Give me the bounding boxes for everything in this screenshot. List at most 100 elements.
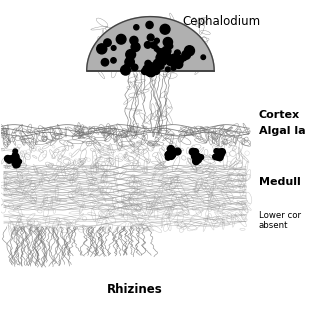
Circle shape [219,148,225,155]
Circle shape [216,154,223,161]
Circle shape [4,156,11,162]
Circle shape [165,67,170,72]
Circle shape [175,60,183,68]
Text: Cortex: Cortex [259,110,300,120]
Circle shape [130,36,138,44]
Circle shape [141,68,148,75]
Circle shape [6,157,12,163]
Polygon shape [87,17,214,71]
Circle shape [149,68,156,75]
Circle shape [145,67,155,76]
Text: Rhizines: Rhizines [107,283,162,296]
Circle shape [157,49,163,54]
Circle shape [165,151,172,157]
Text: Cephalodium: Cephalodium [182,15,260,28]
Circle shape [145,60,151,67]
Circle shape [7,156,12,161]
Circle shape [176,56,184,63]
Circle shape [195,156,201,163]
Circle shape [147,68,156,77]
Circle shape [143,66,148,71]
Circle shape [159,49,164,54]
Circle shape [171,65,176,70]
Circle shape [111,58,116,63]
Circle shape [192,151,196,155]
Circle shape [124,64,130,71]
Circle shape [182,51,191,59]
Circle shape [154,38,159,43]
Text: Lower cor
absent: Lower cor absent [259,211,301,230]
Circle shape [154,67,159,72]
Circle shape [174,50,180,56]
Circle shape [168,152,175,159]
Circle shape [111,46,116,50]
Circle shape [153,59,163,68]
Circle shape [121,65,130,75]
Circle shape [160,24,170,34]
Circle shape [168,44,173,49]
Circle shape [104,39,111,46]
Circle shape [11,157,15,162]
Circle shape [163,53,172,62]
Circle shape [146,66,155,75]
Circle shape [17,159,21,164]
Circle shape [15,162,20,167]
Circle shape [170,54,180,64]
Circle shape [162,46,171,55]
Circle shape [163,37,172,47]
Circle shape [97,44,107,54]
Circle shape [145,63,152,70]
Circle shape [125,57,134,67]
Circle shape [169,151,176,158]
Circle shape [161,60,166,65]
Circle shape [192,154,199,161]
Circle shape [191,153,198,160]
Circle shape [214,149,219,154]
Circle shape [216,149,223,156]
Circle shape [12,160,18,166]
Circle shape [214,154,220,160]
Circle shape [165,155,171,160]
Circle shape [101,59,109,66]
Circle shape [150,42,157,48]
Circle shape [201,55,205,60]
Circle shape [166,58,175,66]
Circle shape [153,62,161,70]
Circle shape [14,157,20,163]
Circle shape [158,63,164,69]
Circle shape [153,68,160,74]
Circle shape [192,149,198,155]
Circle shape [131,43,140,52]
Circle shape [213,154,218,160]
Circle shape [185,47,191,52]
Circle shape [193,158,199,165]
Circle shape [8,156,14,162]
Circle shape [152,68,159,75]
Circle shape [174,148,181,155]
Circle shape [134,25,139,30]
Circle shape [126,50,136,60]
Circle shape [144,42,151,48]
Circle shape [10,156,15,160]
Circle shape [189,148,196,155]
Circle shape [218,151,224,157]
Circle shape [116,34,126,44]
Circle shape [199,155,204,160]
Circle shape [146,21,153,28]
Circle shape [131,64,138,71]
Circle shape [12,153,19,160]
Circle shape [14,158,21,165]
Circle shape [162,49,169,56]
Circle shape [156,53,166,63]
Circle shape [165,152,170,157]
Circle shape [182,56,187,60]
Circle shape [13,163,18,168]
Circle shape [147,34,154,41]
Circle shape [154,46,159,51]
Circle shape [166,152,173,158]
Circle shape [167,146,174,153]
Circle shape [195,153,200,159]
Text: Medull: Medull [259,177,300,187]
Circle shape [185,46,195,56]
Text: Algal la: Algal la [259,126,305,136]
